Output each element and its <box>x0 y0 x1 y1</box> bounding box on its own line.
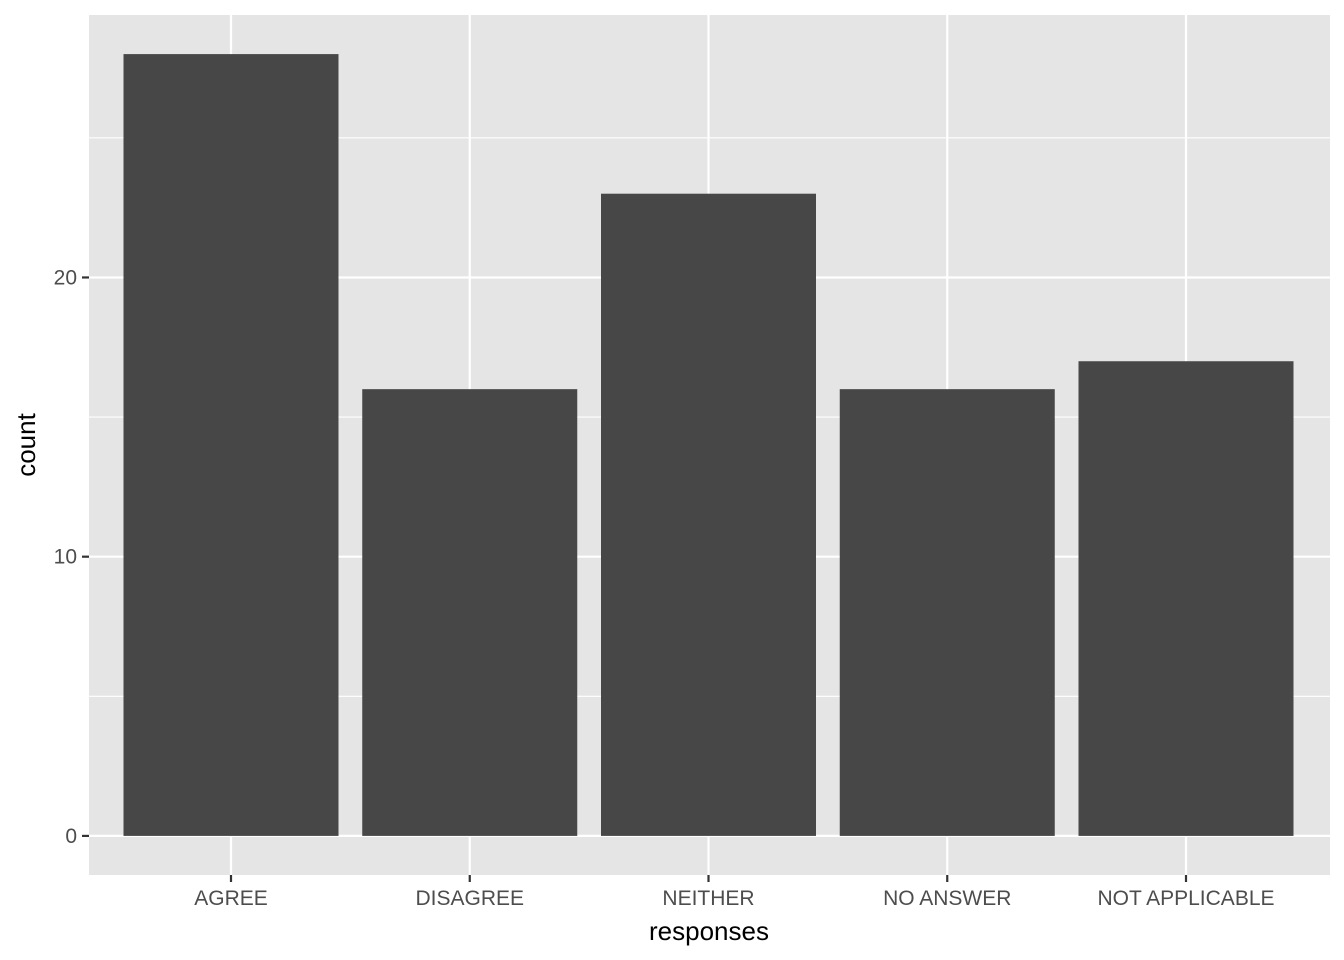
y-tick-label: 0 <box>65 825 77 848</box>
x-tick-label: DISAGREE <box>415 887 524 910</box>
y-axis-title: count <box>11 412 41 476</box>
x-tick-label: NO ANSWER <box>883 887 1011 910</box>
x-axis: AGREE DISAGREE NEITHER NO ANSWER NOT APPLICA… <box>194 875 1275 910</box>
y-axis: 0 10 20 <box>54 266 89 848</box>
bar-not-applicable <box>1078 361 1294 836</box>
x-tick-label: NOT APPLICABLE <box>1097 887 1274 910</box>
x-tick-label: AGREE <box>194 887 268 910</box>
y-tick-label: 20 <box>54 266 77 289</box>
y-tick-label: 10 <box>54 546 77 569</box>
bar-disagree <box>362 389 578 836</box>
x-tick-label: NEITHER <box>662 887 754 910</box>
bar-no-answer <box>839 389 1055 836</box>
bars <box>123 54 1294 836</box>
bar-agree <box>123 54 339 836</box>
x-axis-title: responses <box>649 916 769 946</box>
bar-neither <box>601 193 816 836</box>
